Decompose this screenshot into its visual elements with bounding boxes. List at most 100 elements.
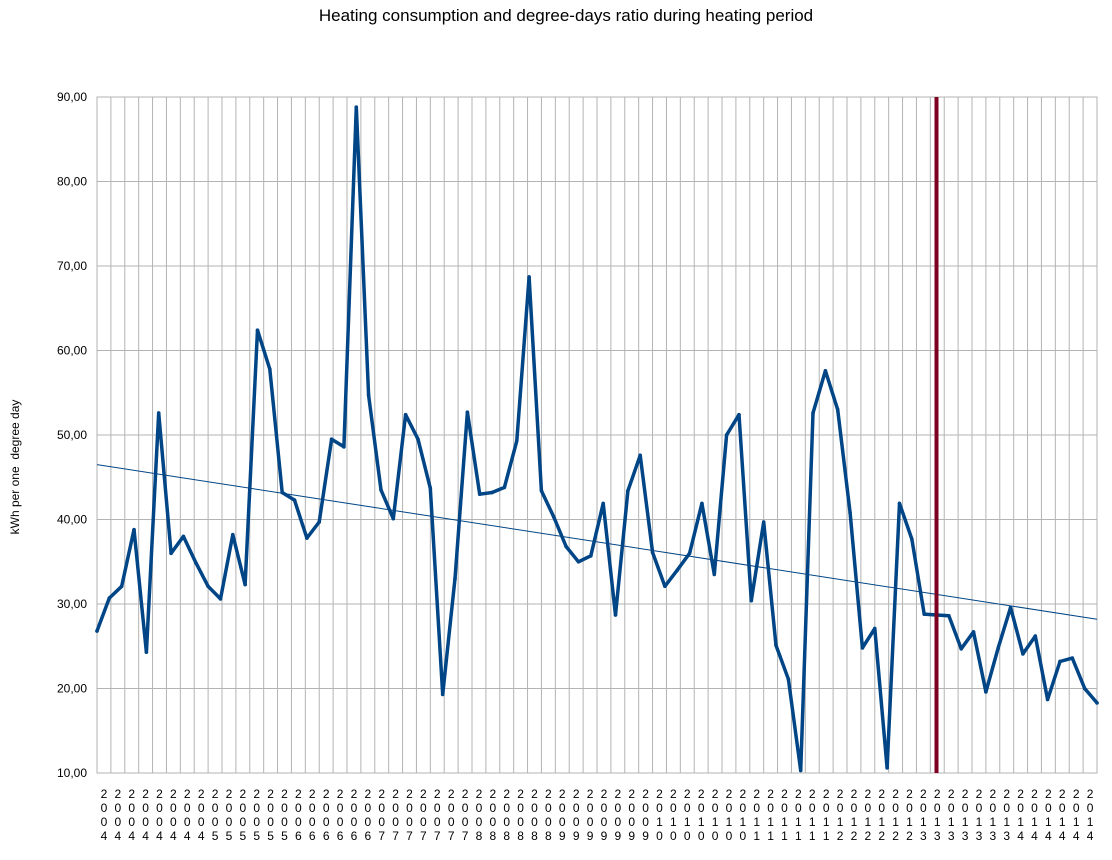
data-point [589, 554, 593, 558]
y-tick-label: 60,00 [57, 344, 87, 358]
data-point [527, 275, 531, 279]
data-point [342, 445, 346, 449]
data-point [428, 486, 433, 491]
data-point [354, 105, 359, 109]
data-point [947, 614, 951, 618]
data-point [848, 510, 852, 515]
data-point [1058, 659, 1062, 664]
data-point [774, 643, 778, 648]
data-point [255, 328, 260, 333]
data-point [539, 488, 544, 493]
data-point [638, 453, 643, 458]
data-point [95, 629, 99, 633]
data-point [1008, 605, 1013, 610]
data-point [613, 613, 618, 617]
data-point [453, 576, 457, 581]
data-point [910, 537, 914, 541]
data-point [292, 498, 297, 502]
data-point [107, 596, 112, 600]
data-point [811, 411, 815, 415]
data-point [984, 690, 988, 694]
data-point [502, 485, 507, 490]
gridlines [96, 96, 1098, 774]
data-point [860, 646, 865, 650]
data-point [700, 501, 704, 506]
data-point [687, 551, 692, 556]
data-point [268, 367, 272, 371]
data-point [1021, 652, 1025, 656]
data-point [490, 490, 494, 495]
data-point [144, 650, 149, 654]
data-point [798, 768, 803, 773]
data-point [477, 492, 482, 496]
series-line [95, 105, 1099, 773]
data-point [551, 515, 556, 519]
data-point [601, 501, 605, 506]
data-point [416, 437, 420, 442]
data-point [206, 584, 210, 589]
y-tick-label: 10,00 [57, 766, 87, 780]
data-point [440, 692, 445, 697]
data-point [305, 536, 309, 540]
data-point [1095, 701, 1099, 705]
data-point [576, 559, 581, 564]
y-tick-label: 20,00 [57, 682, 87, 696]
data-point [218, 597, 223, 601]
data-point [1082, 686, 1087, 691]
data-point [564, 544, 568, 549]
trendline [96, 464, 1098, 620]
data-point [1045, 697, 1050, 702]
data-point [650, 550, 655, 555]
data-point [132, 527, 136, 532]
series-group [95, 105, 1099, 773]
data-point [391, 516, 396, 521]
data-point [823, 368, 828, 373]
data-point [897, 501, 902, 506]
data-point [119, 584, 124, 589]
data-point [329, 437, 334, 442]
